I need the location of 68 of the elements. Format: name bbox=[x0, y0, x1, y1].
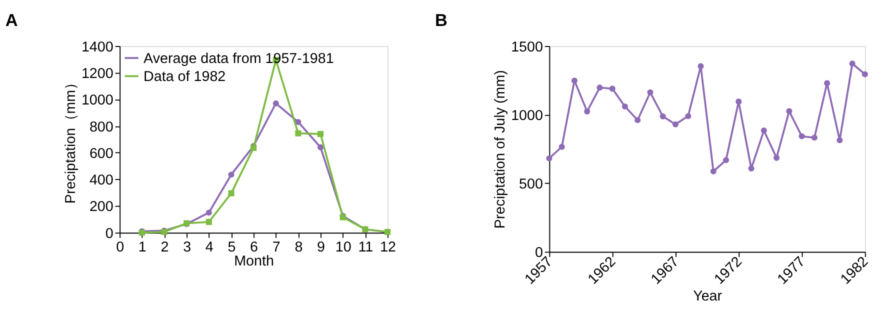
chart-title: A bbox=[5, 10, 18, 30]
x-tick-label: 8 bbox=[294, 239, 303, 256]
x-tick-label: 9 bbox=[317, 239, 326, 256]
point bbox=[685, 113, 692, 120]
point bbox=[228, 190, 234, 196]
point bbox=[736, 98, 742, 105]
y-tick-label: 800 bbox=[89, 119, 114, 136]
point bbox=[710, 168, 716, 174]
point bbox=[774, 154, 780, 161]
point bbox=[228, 172, 234, 178]
point bbox=[596, 84, 603, 91]
point bbox=[558, 144, 565, 150]
point bbox=[206, 210, 212, 216]
y-tick-label: 600 bbox=[89, 146, 114, 162]
y-tick-label: 1400 bbox=[81, 39, 114, 56]
point bbox=[798, 133, 805, 140]
point bbox=[295, 130, 302, 136]
point bbox=[786, 108, 792, 114]
point bbox=[272, 100, 279, 106]
x-axis-title: Year bbox=[693, 288, 722, 304]
y-tick-label: 400 bbox=[89, 172, 114, 189]
point bbox=[622, 103, 628, 110]
y-tick-label: 200 bbox=[89, 199, 114, 216]
legend-label: Average data from 1957-1981 bbox=[144, 50, 334, 67]
point bbox=[318, 144, 324, 150]
x-tick-label: 11 bbox=[358, 239, 374, 256]
point bbox=[748, 165, 754, 172]
x-tick-label: 4 bbox=[205, 239, 214, 256]
point bbox=[206, 218, 212, 225]
point bbox=[698, 63, 704, 70]
chart-title: B bbox=[434, 10, 448, 30]
point bbox=[660, 113, 666, 120]
point bbox=[647, 89, 654, 96]
point bbox=[862, 71, 868, 78]
point bbox=[824, 80, 830, 86]
y-tick-label: 1500 bbox=[511, 39, 543, 56]
x-tick-label: 2 bbox=[160, 239, 169, 256]
point bbox=[584, 108, 590, 114]
x-tick-label: 1 bbox=[138, 239, 146, 256]
y-axis-title: Preciptation（mm） bbox=[62, 76, 79, 204]
x-tick-label: 0 bbox=[116, 239, 124, 256]
y-tick-label: 1200 bbox=[81, 66, 114, 82]
point bbox=[546, 155, 552, 162]
y-tick-label: 1000 bbox=[511, 108, 543, 124]
y-tick-label: 0 bbox=[105, 226, 114, 242]
x-tick-label: 7 bbox=[272, 239, 280, 256]
point bbox=[722, 157, 730, 164]
y-tick-label: 500 bbox=[519, 176, 544, 192]
x-tick-label: 12 bbox=[380, 239, 396, 256]
point bbox=[295, 118, 302, 126]
point bbox=[250, 144, 257, 152]
y-axis-title: Preciptation of July (mm) bbox=[492, 70, 508, 229]
x-tick-label: 5 bbox=[228, 239, 236, 256]
point bbox=[760, 127, 767, 134]
point bbox=[836, 137, 843, 144]
x-axis-title: Month bbox=[234, 254, 274, 270]
legend-label: Data of 1982 bbox=[144, 68, 226, 85]
x-tick-label: 3 bbox=[183, 239, 192, 256]
point bbox=[609, 86, 616, 92]
y-tick-label: 1000 bbox=[81, 92, 114, 109]
point bbox=[672, 121, 679, 128]
point bbox=[634, 117, 641, 124]
point bbox=[811, 134, 818, 141]
x-tick-label: 10 bbox=[335, 239, 352, 256]
point bbox=[318, 130, 324, 138]
point bbox=[571, 78, 578, 84]
point bbox=[849, 60, 856, 67]
x-tick-label: 6 bbox=[250, 239, 258, 256]
